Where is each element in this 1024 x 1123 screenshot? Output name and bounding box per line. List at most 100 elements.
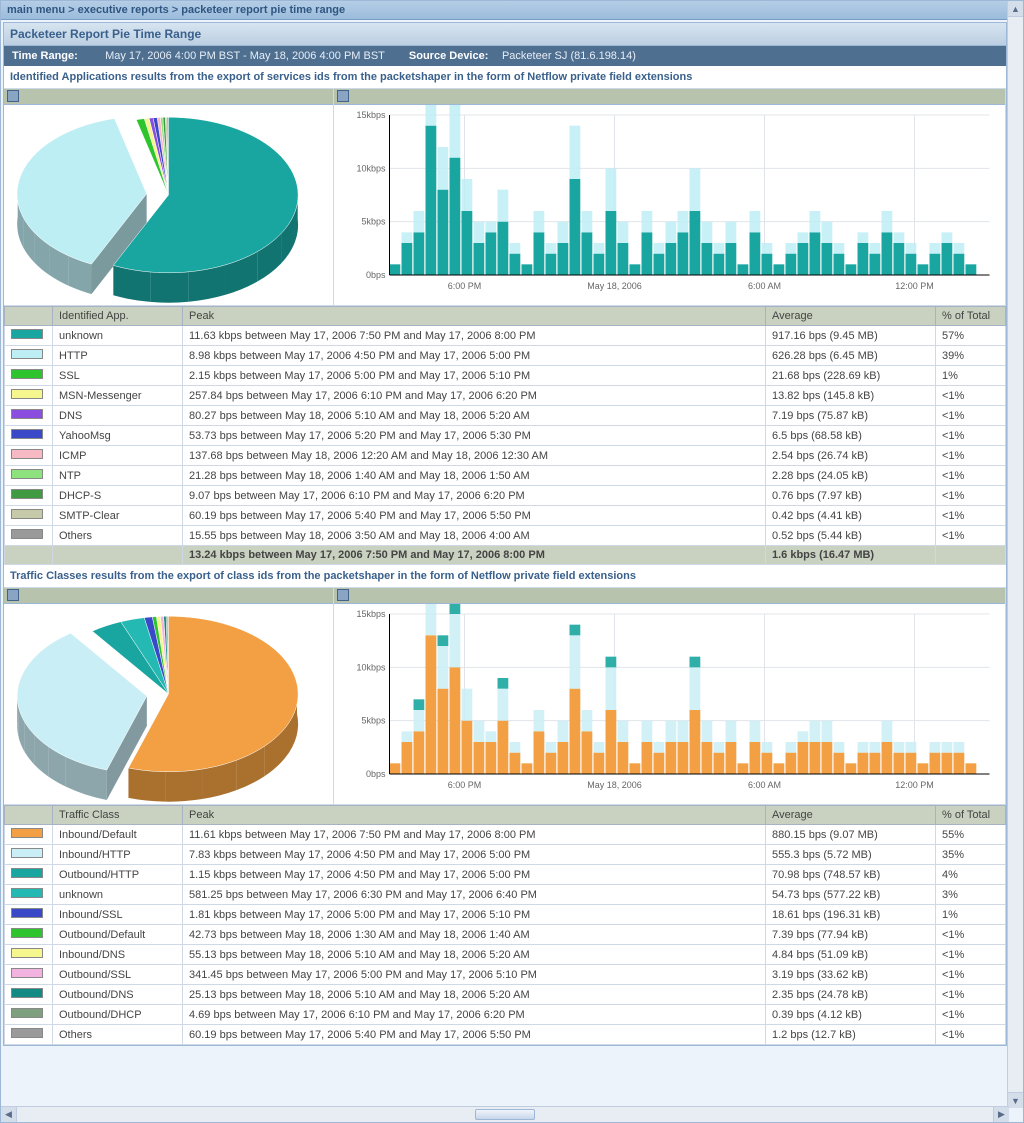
row-avg: 555.3 bps (5.72 MB) — [766, 845, 936, 865]
color-swatch — [11, 489, 43, 499]
color-swatch — [11, 329, 43, 339]
pie-chart — [4, 105, 333, 305]
table-row[interactable]: DNS80.27 bps between May 18, 2006 5:10 A… — [5, 406, 1006, 426]
timeseries-chart: 0bps5kbps10kbps15kbps6:00 PMMay 18, 2006… — [334, 105, 1005, 305]
row-peak: 21.28 bps between May 18, 2006 1:40 AM a… — [183, 466, 766, 486]
row-pct: 1% — [936, 366, 1006, 386]
data-table: Identified App.PeakAverage% of Totalunkn… — [4, 306, 1006, 565]
row-avg: 626.28 bps (6.45 MB) — [766, 346, 936, 366]
scroll-thumb[interactable] — [475, 1109, 535, 1120]
menu-icon[interactable] — [337, 90, 349, 102]
chart-toolbar[interactable] — [334, 89, 1005, 105]
totals-row: 13.24 kbps between May 17, 2006 7:50 PM … — [5, 546, 1006, 565]
scroll-up-icon[interactable]: ▲ — [1008, 1, 1023, 17]
table-row[interactable]: Outbound/Default42.73 bps between May 18… — [5, 925, 1006, 945]
row-name: unknown — [53, 885, 183, 905]
row-pct: <1% — [936, 406, 1006, 426]
section-heading: Identified Applications results from the… — [4, 66, 1006, 89]
row-peak: 15.55 bps between May 18, 2006 3:50 AM a… — [183, 526, 766, 546]
row-name: Outbound/DHCP — [53, 1005, 183, 1025]
svg-text:12:00 PM: 12:00 PM — [895, 281, 934, 291]
charts-row: 0bps5kbps10kbps15kbps6:00 PMMay 18, 2006… — [4, 588, 1006, 805]
svg-text:10kbps: 10kbps — [356, 662, 386, 672]
source-device-label: Source Device: — [409, 50, 499, 62]
table-row[interactable]: Outbound/HTTP1.15 kbps between May 17, 2… — [5, 865, 1006, 885]
row-pct: 39% — [936, 346, 1006, 366]
chart-toolbar[interactable] — [4, 89, 333, 105]
table-row[interactable]: MSN-Messenger257.84 bps between May 17, … — [5, 386, 1006, 406]
pie-chart-cell — [4, 588, 334, 804]
table-row[interactable]: HTTP8.98 kbps between May 17, 2006 4:50 … — [5, 346, 1006, 366]
scroll-right-icon[interactable]: ▶ — [993, 1107, 1009, 1122]
table-row[interactable]: unknown581.25 bps between May 17, 2006 6… — [5, 885, 1006, 905]
menu-icon[interactable] — [7, 90, 19, 102]
table-row[interactable]: Outbound/DNS25.13 bps between May 18, 20… — [5, 985, 1006, 1005]
table-row[interactable]: unknown11.63 kbps between May 17, 2006 7… — [5, 326, 1006, 346]
row-peak: 11.63 kbps between May 17, 2006 7:50 PM … — [183, 326, 766, 346]
vertical-scrollbar[interactable]: ▲ ▼ — [1007, 1, 1023, 1108]
row-avg: 7.39 bps (77.94 kB) — [766, 925, 936, 945]
breadcrumb: main menu > executive reports > packetee… — [1, 1, 1009, 20]
row-pct: <1% — [936, 526, 1006, 546]
svg-text:0bps: 0bps — [366, 270, 386, 280]
row-peak: 341.45 bps between May 17, 2006 5:00 PM … — [183, 965, 766, 985]
row-pct: 35% — [936, 845, 1006, 865]
chart-toolbar[interactable] — [334, 588, 1005, 604]
table-row[interactable]: ICMP137.68 bps between May 18, 2006 12:2… — [5, 446, 1006, 466]
breadcrumb-report[interactable]: packeteer report pie time range — [181, 4, 345, 16]
table-row[interactable]: Inbound/HTTP7.83 kbps between May 17, 20… — [5, 845, 1006, 865]
table-row[interactable]: SSL2.15 kbps between May 17, 2006 5:00 P… — [5, 366, 1006, 386]
table-row[interactable]: NTP21.28 bps between May 18, 2006 1:40 A… — [5, 466, 1006, 486]
row-peak: 8.98 kbps between May 17, 2006 4:50 PM a… — [183, 346, 766, 366]
section-heading: Traffic Classes results from the export … — [4, 565, 1006, 588]
row-peak: 9.07 bps between May 17, 2006 6:10 PM an… — [183, 486, 766, 506]
row-name: Outbound/DNS — [53, 985, 183, 1005]
row-peak: 581.25 bps between May 17, 2006 6:30 PM … — [183, 885, 766, 905]
color-swatch — [11, 449, 43, 459]
color-swatch — [11, 509, 43, 519]
color-swatch — [11, 828, 43, 838]
table-row[interactable]: Inbound/Default11.61 kbps between May 17… — [5, 825, 1006, 845]
row-pct: <1% — [936, 1005, 1006, 1025]
row-peak: 25.13 bps between May 18, 2006 5:10 AM a… — [183, 985, 766, 1005]
horizontal-scrollbar[interactable]: ◀ ▶ — [1, 1106, 1009, 1122]
row-avg: 3.19 bps (33.62 kB) — [766, 965, 936, 985]
app-window: main menu > executive reports > packetee… — [0, 0, 1024, 1123]
report-panel: Packeteer Report Pie Time Range Time Ran… — [3, 22, 1007, 1046]
table-row[interactable]: SMTP-Clear60.19 bps between May 17, 2006… — [5, 506, 1006, 526]
row-peak: 42.73 bps between May 18, 2006 1:30 AM a… — [183, 925, 766, 945]
breadcrumb-main[interactable]: main menu — [7, 4, 65, 16]
color-swatch — [11, 968, 43, 978]
color-swatch — [11, 888, 43, 898]
row-avg: 2.54 bps (26.74 kB) — [766, 446, 936, 466]
table-row[interactable]: Others60.19 bps between May 17, 2006 5:4… — [5, 1025, 1006, 1045]
table-row[interactable]: Inbound/SSL1.81 kbps between May 17, 200… — [5, 905, 1006, 925]
row-peak: 55.13 bps between May 18, 2006 5:10 AM a… — [183, 945, 766, 965]
menu-icon[interactable] — [337, 589, 349, 601]
table-row[interactable]: Others15.55 bps between May 18, 2006 3:5… — [5, 526, 1006, 546]
scroll-down-icon[interactable]: ▼ — [1008, 1092, 1023, 1108]
chart-toolbar[interactable] — [4, 588, 333, 604]
table-row[interactable]: YahooMsg53.73 bps between May 17, 2006 5… — [5, 426, 1006, 446]
svg-text:May 18, 2006: May 18, 2006 — [587, 281, 642, 291]
timeseries-chart: 0bps5kbps10kbps15kbps6:00 PMMay 18, 2006… — [334, 604, 1005, 804]
row-pct: <1% — [936, 985, 1006, 1005]
color-swatch — [11, 369, 43, 379]
table-row[interactable]: Outbound/DHCP4.69 bps between May 17, 20… — [5, 1005, 1006, 1025]
row-name: Inbound/HTTP — [53, 845, 183, 865]
content-scroll[interactable]: main menu > executive reports > packetee… — [1, 1, 1009, 1108]
breadcrumb-exec[interactable]: executive reports — [78, 4, 169, 16]
row-pct: <1% — [936, 446, 1006, 466]
row-name: Inbound/DNS — [53, 945, 183, 965]
table-row[interactable]: Outbound/SSL341.45 bps between May 17, 2… — [5, 965, 1006, 985]
row-avg: 4.84 bps (51.09 kB) — [766, 945, 936, 965]
scroll-left-icon[interactable]: ◀ — [1, 1107, 17, 1122]
table-row[interactable]: DHCP-S9.07 bps between May 17, 2006 6:10… — [5, 486, 1006, 506]
row-pct: <1% — [936, 506, 1006, 526]
color-swatch — [11, 409, 43, 419]
time-range-label: Time Range: — [12, 50, 102, 62]
row-name: HTTP — [53, 346, 183, 366]
menu-icon[interactable] — [7, 589, 19, 601]
table-row[interactable]: Inbound/DNS55.13 bps between May 18, 200… — [5, 945, 1006, 965]
row-name: Outbound/SSL — [53, 965, 183, 985]
